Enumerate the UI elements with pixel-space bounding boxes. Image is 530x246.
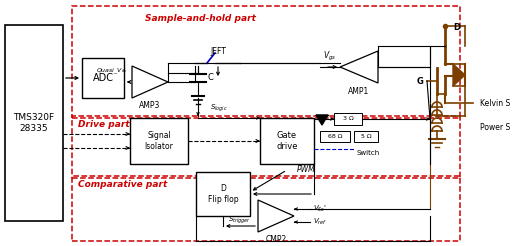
Text: 5 Ω: 5 Ω bbox=[361, 135, 372, 139]
Text: Sample-and-hold part: Sample-and-hold part bbox=[145, 14, 256, 23]
Bar bbox=[82, 58, 124, 98]
Text: AMP1: AMP1 bbox=[348, 87, 369, 95]
Text: Drive part: Drive part bbox=[78, 120, 130, 129]
Bar bbox=[354, 131, 378, 142]
Polygon shape bbox=[258, 200, 294, 232]
Text: Power S: Power S bbox=[480, 123, 510, 133]
Text: Signal
Isolator: Signal Isolator bbox=[145, 131, 173, 151]
Polygon shape bbox=[453, 64, 465, 86]
Text: 68 Ω: 68 Ω bbox=[328, 135, 342, 139]
Bar bbox=[72, 116, 460, 178]
Polygon shape bbox=[132, 66, 168, 98]
Polygon shape bbox=[316, 115, 328, 125]
Polygon shape bbox=[340, 51, 378, 83]
Text: ADC: ADC bbox=[93, 73, 113, 83]
Text: $V_{Ss}$': $V_{Ss}$' bbox=[313, 204, 327, 214]
Text: G: G bbox=[417, 77, 423, 86]
Text: TMS320F
28335: TMS320F 28335 bbox=[13, 113, 55, 133]
Bar bbox=[260, 118, 314, 164]
Text: $V_{gs}$: $V_{gs}$ bbox=[323, 49, 337, 62]
Bar bbox=[334, 113, 362, 125]
Bar bbox=[196, 172, 250, 216]
Bar bbox=[72, 176, 460, 241]
Text: $V_{ref}$: $V_{ref}$ bbox=[313, 217, 327, 227]
Text: $S_{trigger}$: $S_{trigger}$ bbox=[228, 214, 252, 226]
Bar bbox=[5, 25, 63, 221]
Text: D
Flip flop: D Flip flop bbox=[208, 184, 239, 204]
Text: PWM: PWM bbox=[297, 166, 315, 174]
Bar bbox=[130, 118, 188, 164]
Bar bbox=[72, 6, 460, 118]
Text: C: C bbox=[207, 74, 213, 82]
Text: D: D bbox=[453, 24, 460, 32]
Text: $Quasi\_V_{th}$: $Quasi\_V_{th}$ bbox=[96, 66, 128, 76]
Bar bbox=[320, 131, 350, 142]
Text: Switch: Switch bbox=[356, 150, 379, 156]
Text: 3 Ω: 3 Ω bbox=[342, 117, 354, 122]
Text: AMP3: AMP3 bbox=[139, 102, 161, 110]
Text: $S_{logic}$: $S_{logic}$ bbox=[210, 102, 228, 114]
Text: JEFT: JEFT bbox=[210, 46, 226, 56]
Text: Comparative part: Comparative part bbox=[78, 180, 167, 189]
Text: CMP2: CMP2 bbox=[266, 235, 287, 245]
Text: Kelvin S: Kelvin S bbox=[480, 98, 510, 108]
Text: Gate
drive: Gate drive bbox=[276, 131, 298, 151]
